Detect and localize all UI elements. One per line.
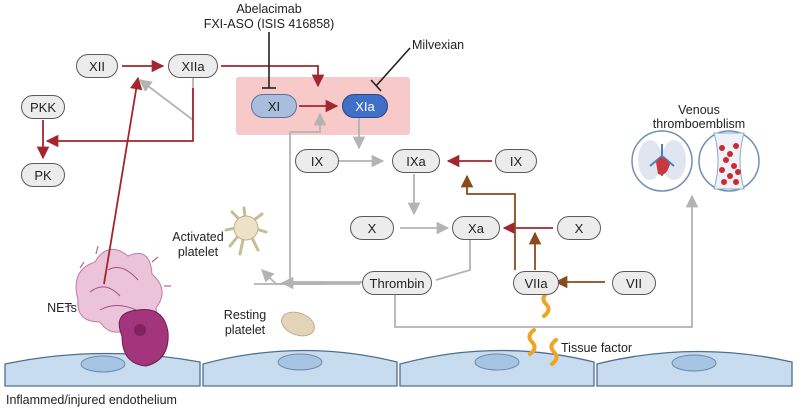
factor-vii: VII	[612, 271, 656, 295]
factor-ix-left: IX	[295, 149, 339, 173]
factor-xi: XI	[251, 94, 297, 118]
factor-xia: XIa	[342, 94, 388, 118]
factor-viia: VIIa	[513, 271, 559, 295]
inhibitor-lines	[262, 32, 411, 92]
factor-ix-right: IX	[495, 149, 537, 173]
resting-platelet-illustration	[281, 311, 315, 337]
tissue-factor-icon	[527, 290, 559, 366]
factor-xii: XII	[76, 54, 118, 78]
nets-label: NETs	[47, 301, 77, 315]
activated-platelet-label-line2: platelet	[177, 245, 219, 259]
activated-platelet-illustration	[224, 206, 268, 256]
fxi-aso-label: FXI-ASO (ISIS 416858)	[203, 17, 335, 31]
venous-thromboembolism-illustration	[631, 130, 760, 192]
factor-thrombin: Thrombin	[362, 271, 432, 295]
thrombin-to-activated-platelet-arrow	[261, 269, 360, 285]
activation-arrows	[36, 59, 553, 285]
tissue-factor-label: Tissue factor	[561, 341, 633, 355]
milvexian-label: Milvexian	[412, 38, 465, 52]
nets-illustration	[64, 245, 171, 367]
activated-platelet-label-line1: Activated	[172, 230, 224, 244]
endothelium-layer	[4, 349, 793, 387]
venous-label-line2: thromboemblism	[652, 117, 746, 131]
resting-platelet-label-line2: platelet	[224, 323, 266, 337]
factor-pk: PK	[21, 163, 65, 187]
endothelium-label: Inflammed/injured endothelium	[6, 393, 177, 407]
factor-pkk: PKK	[21, 95, 65, 119]
factor-ixa: IXa	[392, 149, 440, 173]
venous-label-line1: Venous	[678, 103, 720, 117]
factor-xa: Xa	[452, 216, 500, 240]
factor-x-left: X	[350, 216, 394, 240]
factor-xiia: XIIa	[168, 54, 218, 78]
resting-platelet-label-line1: Resting	[223, 308, 267, 322]
factor-x-right: X	[557, 216, 601, 240]
tissue-factor-arrows	[460, 174, 605, 289]
abelacimab-label: Abelacimab	[236, 2, 302, 16]
